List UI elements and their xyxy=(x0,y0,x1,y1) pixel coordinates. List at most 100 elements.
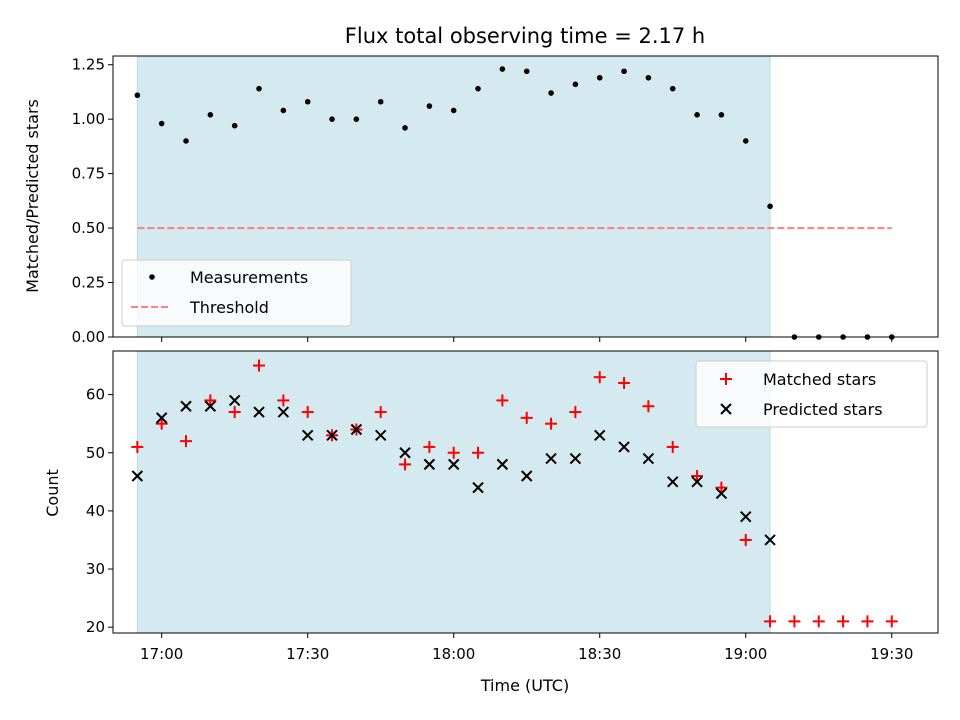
measurement-point xyxy=(742,138,749,144)
threshold-legend-label: Threshold xyxy=(189,298,269,317)
marker-stroke xyxy=(618,441,630,453)
marker-stroke xyxy=(642,452,655,465)
matched-star-point xyxy=(301,406,314,419)
x-tick-label: 17:00 xyxy=(140,645,183,663)
matched-star-point xyxy=(593,371,606,384)
predicted-star-point xyxy=(399,447,411,459)
measurement-point xyxy=(475,85,481,92)
marker-stroke xyxy=(228,394,241,407)
matched-star-point xyxy=(131,440,144,453)
marker-stroke xyxy=(472,481,484,494)
marker-stroke xyxy=(545,452,557,465)
matched-star-point xyxy=(204,394,217,407)
predicted-legend-marker xyxy=(720,403,732,415)
predicted-star-point xyxy=(374,429,387,442)
predicted-star-point xyxy=(301,429,314,442)
matched-star-point xyxy=(155,417,168,430)
measurement-point xyxy=(499,66,506,72)
marker-stroke xyxy=(399,447,411,459)
marker-stroke xyxy=(301,429,314,442)
matched-star-point xyxy=(739,533,752,546)
matched-star-point xyxy=(253,359,266,372)
marker-stroke xyxy=(569,452,582,465)
bottom-y-label: Count xyxy=(43,469,62,517)
matched-star-point xyxy=(764,615,777,628)
predicted-star-point xyxy=(423,458,436,471)
measurement-point xyxy=(426,103,433,109)
predicted-star-point xyxy=(594,429,606,442)
bottom-y-ticks: 20 30 40 50 60 xyxy=(86,386,113,636)
matched-star-point xyxy=(691,470,704,483)
chart-title: Flux total observing time = 2.17 h xyxy=(345,24,705,48)
matched-star-point xyxy=(861,615,874,628)
predicted-star-point xyxy=(740,511,752,523)
marker-stroke xyxy=(521,470,533,482)
top-legend-box xyxy=(121,259,352,327)
predicted-star-point xyxy=(545,452,557,465)
y-tick-label: 60 xyxy=(86,386,105,404)
marker-stroke xyxy=(155,412,168,424)
marker-stroke xyxy=(448,458,460,471)
predicted-star-point xyxy=(764,534,776,546)
measurement-point xyxy=(353,116,360,122)
predicted-star-point xyxy=(228,394,241,407)
x-tick-label: 19:30 xyxy=(870,645,913,663)
matched-star-point xyxy=(180,435,193,448)
measurements-legend-label: Measurements xyxy=(190,268,308,287)
marker-stroke xyxy=(326,429,338,442)
predicted-legend-label: Predicted stars xyxy=(763,400,883,419)
matched-star-point xyxy=(788,615,801,628)
top-panel: 0.00 0.25 0.50 0.75 1.00 1.25 Matched/Predict… xyxy=(23,55,939,346)
y-tick-label: 0.00 xyxy=(72,328,105,346)
matched-star-point xyxy=(472,446,485,459)
predicted-star-point xyxy=(204,400,217,412)
matched-star-point xyxy=(715,481,728,494)
matched-star-point xyxy=(666,440,679,453)
measurement-point xyxy=(669,85,676,92)
x-tick-label: 18:30 xyxy=(578,645,621,663)
matched-star-point xyxy=(520,411,533,424)
bottom-x-ticks: 17:00 17:30 18:00 18:30 19:00 19:30 xyxy=(140,633,913,663)
marker-stroke xyxy=(350,423,363,436)
x-tick-label: 17:30 xyxy=(286,645,329,663)
predicted-stars-points xyxy=(131,394,776,546)
y-tick-label: 20 xyxy=(86,618,105,636)
y-tick-label: 40 xyxy=(86,502,105,520)
x-tick-label: 19:00 xyxy=(724,645,767,663)
y-tick-label: 1.00 xyxy=(72,110,105,128)
matched-star-point xyxy=(447,446,460,459)
bottom-legend: Matched stars Predicted stars xyxy=(695,360,928,428)
marker-stroke xyxy=(204,400,217,412)
marker-stroke xyxy=(277,406,290,418)
measurement-point xyxy=(377,98,384,105)
x-tick-label: 18:00 xyxy=(432,645,475,663)
matched-star-point xyxy=(228,406,241,419)
measurement-point xyxy=(134,92,141,99)
predicted-star-point xyxy=(472,481,484,494)
matched-star-point xyxy=(569,406,582,419)
matched-legend-label: Matched stars xyxy=(763,370,876,389)
predicted-star-point xyxy=(131,470,144,482)
marker-stroke xyxy=(496,458,509,471)
predicted-star-point xyxy=(569,452,582,465)
matched-star-point xyxy=(885,615,898,628)
y-tick-label: 0.75 xyxy=(72,165,105,183)
marker-stroke xyxy=(131,470,144,482)
measurement-point xyxy=(304,98,311,105)
matched-star-point xyxy=(812,615,825,628)
predicted-star-point xyxy=(667,476,679,488)
measurement-points xyxy=(134,66,895,340)
measurement-point xyxy=(231,122,238,129)
matched-star-point xyxy=(545,417,558,430)
matched-star-point xyxy=(423,440,436,453)
y-tick-label: 30 xyxy=(86,560,105,578)
matched-star-point xyxy=(642,400,655,413)
matched-stars-points xyxy=(131,359,898,628)
measurement-point xyxy=(694,112,700,118)
measurement-point xyxy=(329,116,335,122)
measurement-point xyxy=(207,112,214,118)
predicted-star-point xyxy=(521,470,533,482)
measurement-point xyxy=(450,107,457,114)
measurement-point xyxy=(718,112,725,118)
